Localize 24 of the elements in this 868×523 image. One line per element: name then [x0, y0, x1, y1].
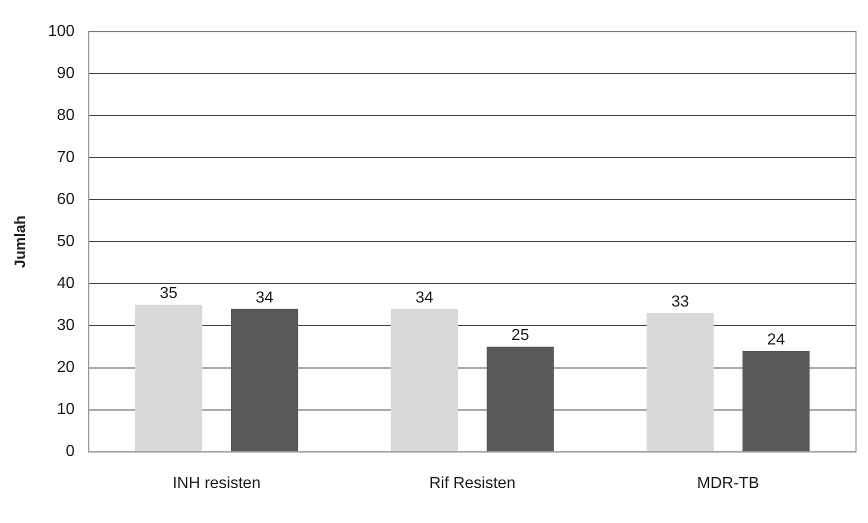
y-tick-label: 80: [56, 107, 75, 124]
y-tick-label: 100: [48, 23, 75, 40]
y-axis-title: Jumlah: [12, 215, 30, 268]
y-tick-label: 90: [56, 65, 75, 82]
data-label: 33: [671, 294, 690, 311]
bar: [646, 313, 714, 452]
data-label: 34: [256, 289, 274, 306]
x-tick-label: INH resisten: [172, 474, 261, 492]
x-tick-label: MDR-TB: [697, 474, 760, 492]
x-tick-label: Rif Resisten: [429, 474, 516, 492]
y-tick-label: 20: [56, 359, 75, 376]
data-label: 34: [415, 289, 434, 306]
y-tick-label: 30: [56, 317, 75, 334]
data-label: 35: [160, 285, 178, 302]
data-label: 24: [767, 331, 786, 348]
y-tick-label: 10: [56, 401, 75, 418]
bar: [390, 308, 458, 452]
y-tick-label: 60: [56, 191, 75, 208]
y-tick-label: 40: [56, 275, 75, 292]
y-tick-label: 50: [56, 233, 75, 250]
bar: [135, 304, 202, 452]
y-tick-label: 70: [56, 149, 75, 166]
y-tick-label: 0: [66, 443, 75, 460]
data-label: 25: [511, 327, 530, 344]
